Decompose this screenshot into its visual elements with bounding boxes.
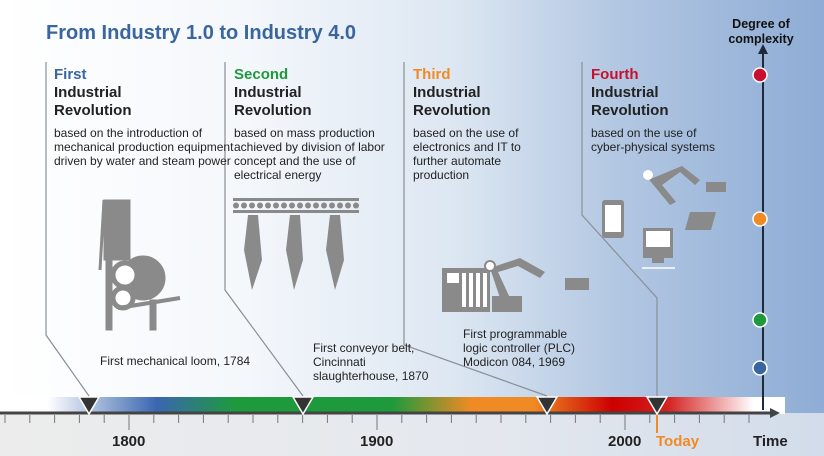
page-title: From Industry 1.0 to Industry 4.0 [46, 22, 357, 44]
complexity-dot-third [752, 211, 768, 227]
roller [241, 202, 247, 209]
roller [337, 202, 343, 209]
ordinal: Fourth [591, 66, 639, 83]
complexity-dot-first [752, 360, 768, 376]
tick-label-1800: 1800 [112, 433, 146, 450]
complexity-axis-arrow [758, 44, 768, 54]
marker-1969 [535, 396, 559, 416]
event-loom: First mechanical loom, 1784 [100, 354, 251, 368]
leader-line-second [224, 62, 304, 397]
ordinal: First [54, 66, 87, 83]
axis-band [0, 413, 824, 456]
roller [329, 202, 335, 209]
revolution-name: Industrial Revolution [54, 84, 132, 119]
roller [233, 202, 239, 209]
marker-1870 [291, 396, 315, 416]
complexity-dot-second [752, 312, 768, 328]
tick-label-1900: 1900 [360, 433, 394, 450]
axis-label-time: Time [753, 433, 788, 450]
event-conveyor: First conveyor belt, Cincinnati slaughte… [313, 341, 429, 383]
conveyor-icon [233, 198, 359, 290]
loom-icon [98, 199, 181, 331]
ordinal: Second [234, 66, 289, 83]
robot-arm-plc-icon [442, 258, 589, 312]
revolution-name: Industrial Revolution [234, 84, 312, 119]
description: based on mass production achieved by div… [234, 126, 385, 182]
roller [273, 202, 279, 209]
timeline-gradient-bar [0, 397, 785, 414]
description: based on the use of electronics and IT t… [413, 126, 521, 182]
event-plc: First programmable logic controller (PLC… [463, 327, 576, 369]
leader-line-fourth [581, 62, 658, 396]
roller [321, 202, 327, 209]
tick-label-2000: 2000 [608, 433, 642, 450]
revolution-second: Second Industrial Revolution based on ma… [234, 66, 414, 182]
roller [257, 202, 263, 209]
roller [345, 202, 351, 209]
roller [265, 202, 271, 209]
description: based on the introduction of mechanical … [54, 126, 234, 168]
revolution-third: Third Industrial Revolution based on the… [413, 66, 593, 182]
roller [305, 202, 311, 209]
complexity-dot-fourth [752, 67, 768, 83]
marker-1784 [77, 396, 101, 416]
roller [281, 202, 287, 209]
description: based on the use of cyber-physical syste… [591, 126, 716, 154]
revolution-name: Industrial Revolution [591, 84, 669, 119]
marker-today [645, 396, 669, 416]
complexity-label: Degree of complexity [728, 17, 794, 46]
revolution-first: First Industrial Revolution based on the… [54, 66, 234, 168]
leader-line-first [45, 62, 90, 397]
tick-label-today: Today [656, 433, 700, 450]
revolution-name: Industrial Revolution [413, 84, 491, 119]
roller [289, 202, 295, 209]
roller [353, 202, 359, 209]
revolution-fourth: Fourth Industrial Revolution based on th… [591, 66, 771, 154]
time-axis-arrow [770, 408, 780, 418]
cyber-physical-icon [602, 166, 726, 269]
ordinal: Third [413, 66, 451, 83]
roller [313, 202, 319, 209]
roller [297, 202, 303, 209]
leader-line-third [403, 62, 548, 397]
roller [249, 202, 255, 209]
